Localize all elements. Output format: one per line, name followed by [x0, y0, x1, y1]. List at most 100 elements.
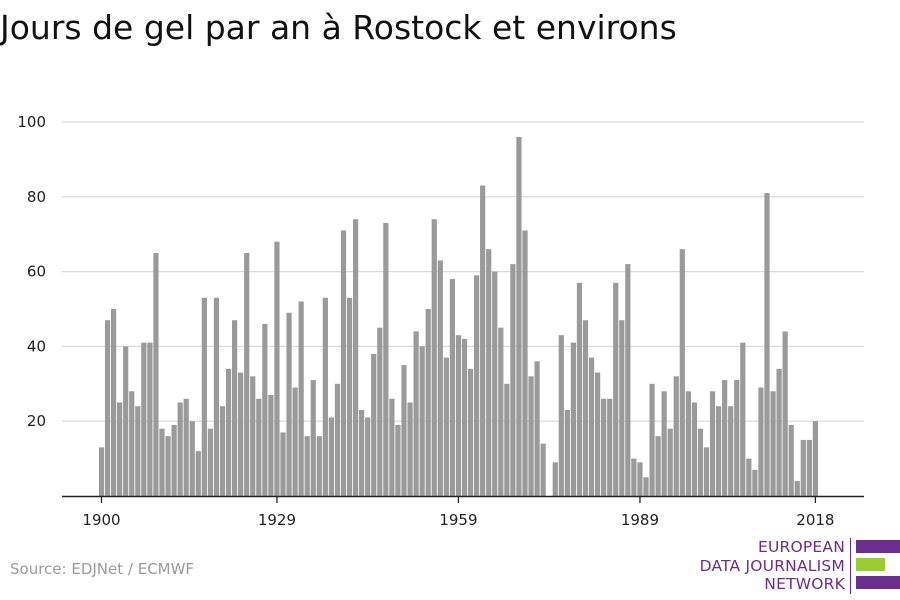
y-tick-label-60: 60	[27, 263, 46, 281]
bar-1940	[340, 230, 347, 496]
bar-1964	[486, 249, 492, 496]
logo-bars	[856, 540, 900, 594]
bar-1947	[383, 222, 389, 497]
bar-1911	[165, 436, 171, 496]
bar-1949	[395, 424, 401, 496]
x-tick-label-1989: 1989	[621, 511, 659, 529]
bar-1959	[455, 335, 462, 496]
bar-1948	[389, 398, 395, 496]
bar-1924	[244, 252, 250, 496]
bar-2000	[703, 447, 710, 496]
bar-1926	[256, 398, 262, 496]
bar-1950	[401, 365, 407, 496]
bar-1969	[516, 136, 522, 496]
y-tick-label-100: 100	[17, 113, 46, 131]
edjnet-logo: EUROPEAN DATA JOURNALISM NETWORK	[600, 530, 900, 600]
bar-2009	[758, 387, 764, 496]
bar-1930	[280, 432, 286, 496]
x-tick-label-1900: 1900	[82, 511, 120, 529]
bar-1923	[238, 372, 244, 496]
bar-2004	[728, 406, 734, 496]
bar-1927	[262, 323, 268, 496]
bar-1915	[189, 421, 195, 496]
bar-1982	[595, 372, 601, 496]
bar-1902	[111, 309, 117, 496]
x-tick-label-1929: 1929	[258, 511, 296, 529]
bar-1925	[250, 376, 256, 496]
bar-1976	[558, 335, 564, 496]
bars	[98, 136, 818, 497]
bar-2001	[709, 391, 716, 496]
bar-1942	[353, 219, 359, 497]
bar-1992	[655, 436, 661, 496]
bar-1916	[195, 451, 201, 496]
bar-1901	[104, 320, 111, 496]
bar-1910	[159, 428, 165, 496]
bar-1900	[98, 447, 105, 496]
bar-1903	[117, 402, 123, 496]
bar-1994	[667, 428, 673, 496]
bar-1956	[437, 260, 443, 496]
bar-1970	[522, 230, 528, 496]
x-axis	[62, 495, 864, 503]
bar-1939	[334, 383, 341, 496]
bar-1987	[625, 264, 631, 496]
bar-2010	[764, 193, 770, 496]
logo-line-2: DATA JOURNALISM	[699, 556, 845, 575]
logo-text: EUROPEAN DATA JOURNALISM NETWORK	[700, 538, 851, 594]
bar-1962	[474, 275, 480, 496]
bar-1960	[461, 338, 468, 496]
bar-1920	[219, 406, 226, 496]
bar-1954	[425, 309, 431, 496]
logo-bar-purple-bottom	[856, 576, 900, 589]
bar-1912	[171, 424, 177, 496]
bar-1958	[449, 279, 455, 496]
bar-2003	[722, 380, 728, 496]
x-tick-label-2018: 2018	[796, 511, 834, 529]
bar-1907	[141, 342, 147, 496]
bar-1935	[310, 380, 316, 496]
bar-1945	[371, 353, 377, 496]
bar-1979	[576, 282, 583, 496]
bar-1993	[661, 391, 667, 496]
bar-1972	[534, 361, 540, 496]
bar-1918	[207, 428, 213, 496]
bar-2006	[740, 342, 746, 496]
bar-1997	[685, 391, 691, 496]
bar-1913	[177, 402, 183, 496]
bar-2005	[734, 380, 740, 496]
bar-1906	[135, 406, 141, 496]
bar-1955	[431, 219, 437, 497]
logo-bar-purple-top	[856, 540, 900, 553]
bar-1905	[129, 391, 135, 496]
y-tick-label-20: 20	[27, 412, 46, 430]
bar-2012	[776, 368, 782, 496]
y-axis-labels: 20 40 60 80 100	[17, 113, 46, 430]
bar-1983	[601, 398, 607, 496]
bar-1998	[691, 402, 697, 496]
x-axis-labels: 1900 1929 1959 1989 2018	[82, 511, 834, 529]
bar-1909	[153, 252, 159, 496]
bar-1967	[504, 383, 510, 496]
bar-2017	[806, 439, 812, 496]
bar-1988	[631, 458, 637, 496]
bar-1975	[552, 462, 558, 496]
bar-1953	[419, 346, 425, 496]
bar-2011	[770, 391, 776, 496]
logo-line-3: NETWORK	[764, 575, 845, 593]
bar-1938	[328, 417, 334, 496]
logo-line-1: EUROPEAN	[757, 538, 845, 556]
bar-1932	[292, 387, 298, 496]
bar-1963	[480, 185, 486, 496]
bar-1946	[377, 327, 383, 496]
bar-1999	[697, 428, 704, 496]
bar-1991	[649, 383, 655, 496]
x-tick-label-1959: 1959	[439, 511, 477, 529]
bar-1929	[274, 241, 280, 496]
bar-1908	[147, 342, 153, 496]
bar-1944	[365, 417, 371, 496]
chart-title: Jours de gel par an à Rostock et environ…	[0, 8, 677, 47]
bar-1933	[298, 301, 304, 496]
logo-bar-green	[856, 558, 885, 571]
